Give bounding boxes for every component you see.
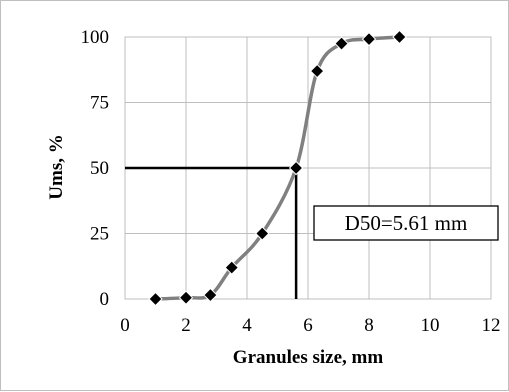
data-point bbox=[361, 31, 377, 47]
y-tick-label: 100 bbox=[81, 27, 110, 48]
reference-lines bbox=[125, 166, 298, 299]
data-point bbox=[148, 291, 163, 307]
annotation-box bbox=[313, 205, 499, 241]
y-axis-title: Ums, % bbox=[46, 134, 67, 199]
data-point bbox=[224, 260, 239, 275]
annotation-text: D50=5.61 mm bbox=[345, 211, 468, 235]
x-tick-label: 6 bbox=[303, 315, 313, 336]
y-tick-label: 50 bbox=[90, 158, 109, 179]
markers-group bbox=[148, 29, 407, 307]
data-point bbox=[178, 290, 194, 305]
series-line-group bbox=[155, 35, 400, 301]
data-point bbox=[309, 63, 325, 79]
x-tick-label: 0 bbox=[120, 315, 130, 336]
x-tick-label: 10 bbox=[421, 315, 440, 336]
x-axis-title: Granules size, mm bbox=[233, 347, 384, 368]
data-point bbox=[392, 29, 407, 45]
x-tick-label: 4 bbox=[242, 315, 252, 336]
y-tick-label: 0 bbox=[100, 289, 110, 310]
data-point bbox=[255, 226, 270, 241]
y-tick-labels: 0 25 50 75 100 bbox=[81, 27, 110, 310]
data-point bbox=[288, 160, 304, 176]
y-tick-label: 25 bbox=[90, 224, 109, 245]
x-tick-labels: 0 2 4 6 8 10 12 bbox=[120, 315, 500, 336]
x-tick-label: 12 bbox=[482, 315, 501, 336]
series-line bbox=[155, 35, 400, 301]
y-tick-label: 75 bbox=[90, 93, 109, 114]
data-point bbox=[334, 36, 349, 51]
data-point bbox=[203, 287, 218, 303]
x-tick-label: 2 bbox=[181, 315, 191, 336]
x-tick-label: 8 bbox=[364, 315, 374, 336]
